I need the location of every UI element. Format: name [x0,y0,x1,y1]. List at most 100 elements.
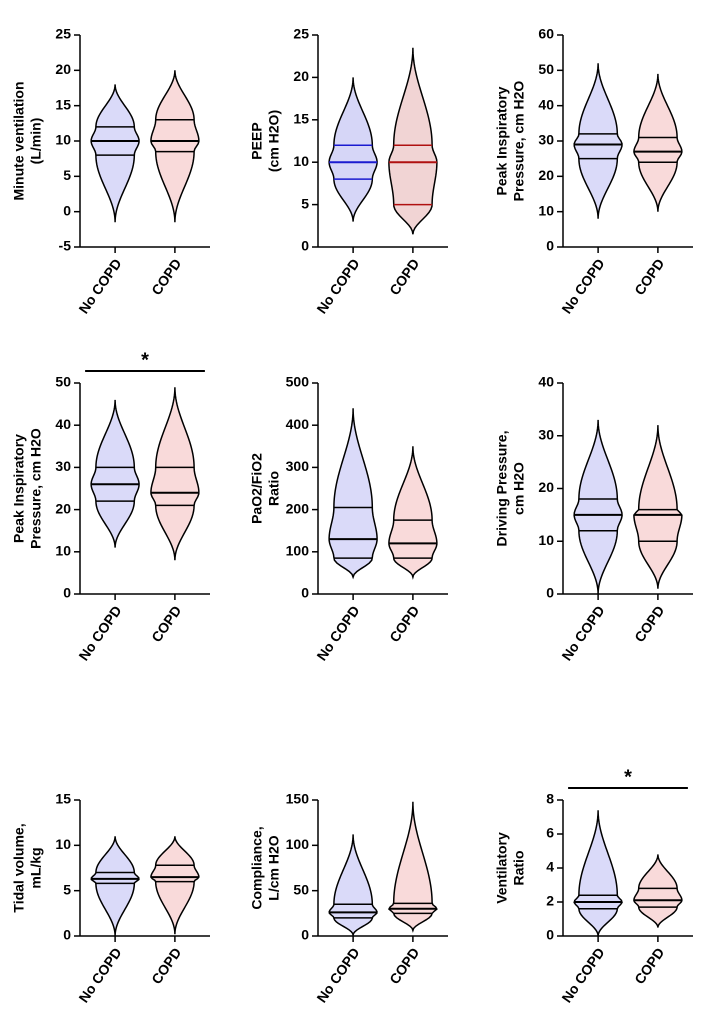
violin [633,73,683,212]
y-axis-label: PEEP [249,122,265,159]
y-tick-label: 10 [55,543,71,559]
panel: 0 10 20 30 40 50 Peak Inspiratory Pressure, cm … [11,349,210,663]
y-tick-label: 20 [538,167,554,183]
x-tick-label: COPD [631,945,667,987]
y-tick-label: 4 [546,859,554,875]
x-tick-label: No COPD [313,603,362,664]
y-axis-label: Ventilatory [494,832,510,904]
y-tick-label: 8 [546,791,554,807]
x-tick-label: No COPD [75,603,124,664]
y-tick-label: 30 [538,132,554,148]
panel: 0 50 100 150 Compliance, L/cm H2O No COPD COPD [249,791,448,1006]
y-tick-label: 0 [301,585,309,601]
panel: 0 5 10 15 20 25 PEEP (cm H2O) No COPD COPD [249,26,448,317]
x-tick-label: COPD [148,256,184,298]
x-tick-label: COPD [148,603,184,645]
violin [573,419,623,595]
violin [633,854,683,928]
panel: 0 5 10 15 Tidal volume, mL/kg No COPD COPD [11,791,210,1006]
y-tick-label: 15 [55,791,71,807]
y-tick-label: 5 [63,167,71,183]
y-axis-label: Pressure, cm H2O [511,81,527,202]
x-tick-label: COPD [386,603,422,645]
y-tick-label: 0 [546,585,554,601]
violin [573,63,623,219]
y-tick-label: 500 [286,374,310,390]
y-tick-label: 10 [293,153,309,169]
y-tick-label: 50 [55,374,71,390]
y-tick-label: 5 [301,195,309,211]
y-axis-label: (cm H2O) [266,110,282,172]
y-tick-label: 0 [301,927,309,943]
y-tick-label: 50 [538,61,554,77]
y-tick-label: 0 [546,927,554,943]
y-tick-label: 100 [286,836,310,852]
y-tick-label: 10 [538,532,554,548]
y-axis-label: (L/min) [28,118,44,165]
x-tick-label: COPD [631,603,667,645]
violin [388,446,438,580]
y-axis-label: Ratio [511,851,527,886]
x-tick-label: COPD [386,256,422,298]
y-tick-label: 20 [538,479,554,495]
significance-label: * [141,349,149,371]
violin [90,84,140,223]
y-axis-label: mL/kg [28,847,44,888]
violin [328,408,378,580]
violin [328,77,378,222]
y-tick-label: 300 [286,458,310,474]
y-tick-label: 20 [293,68,309,84]
y-tick-label: 20 [55,500,71,516]
y-axis-label: cm H2O [511,462,527,515]
y-tick-label: 0 [301,238,309,254]
panel: 0 2 4 6 8 Ventilatory Ratio No COPD COPD * [494,766,693,1005]
y-tick-label: 2 [546,893,554,909]
violin [90,399,140,548]
x-tick-label: No COPD [75,256,124,317]
y-tick-label: 25 [55,26,71,42]
y-tick-label: 30 [55,458,71,474]
violin [387,801,438,933]
y-axis-label: Peak Inspiratory [494,86,510,195]
violin [90,836,140,937]
y-tick-label: 0 [546,238,554,254]
y-axis-label: Tidal volume, [11,823,27,912]
x-tick-label: COPD [386,945,422,987]
y-tick-label: 10 [538,202,554,218]
y-axis-label: Pressure, cm H2O [28,428,44,549]
x-tick-label: No COPD [313,256,362,317]
y-tick-label: -5 [59,238,72,254]
y-tick-label: 150 [286,791,310,807]
y-tick-label: 30 [538,426,554,442]
x-tick-label: COPD [148,945,184,987]
y-tick-label: 15 [55,96,71,112]
y-axis-label: PaO2/FiO2 [249,453,265,524]
y-tick-label: 10 [55,836,71,852]
y-tick-label: 0 [63,202,71,218]
y-tick-label: 0 [63,585,71,601]
violin [388,47,438,235]
y-tick-label: 50 [293,881,309,897]
x-tick-label: No COPD [313,945,362,1006]
violin [328,834,378,938]
y-tick-label: 100 [286,543,310,559]
y-axis-label: L/cm H2O [266,835,282,900]
y-tick-label: 20 [55,61,71,77]
y-tick-label: 400 [286,416,310,432]
y-tick-label: 5 [63,881,71,897]
y-tick-label: 25 [293,26,309,42]
panel: 0 100 200 300 400 500 PaO2/FiO2 Ratio No COPD COP… [249,374,448,664]
y-axis-label: Peak Inspiratory [11,434,27,543]
violin [150,387,200,561]
y-tick-label: 6 [546,825,554,841]
y-tick-label: 40 [538,96,554,112]
y-tick-label: 200 [286,500,310,516]
y-tick-label: 15 [293,111,309,127]
x-tick-label: No COPD [558,256,607,317]
y-axis-label: Compliance, [249,826,265,909]
violin [150,836,200,935]
y-tick-label: 40 [55,416,71,432]
y-axis-label: Driving Pressure, [494,431,510,547]
x-tick-label: No COPD [75,945,124,1006]
